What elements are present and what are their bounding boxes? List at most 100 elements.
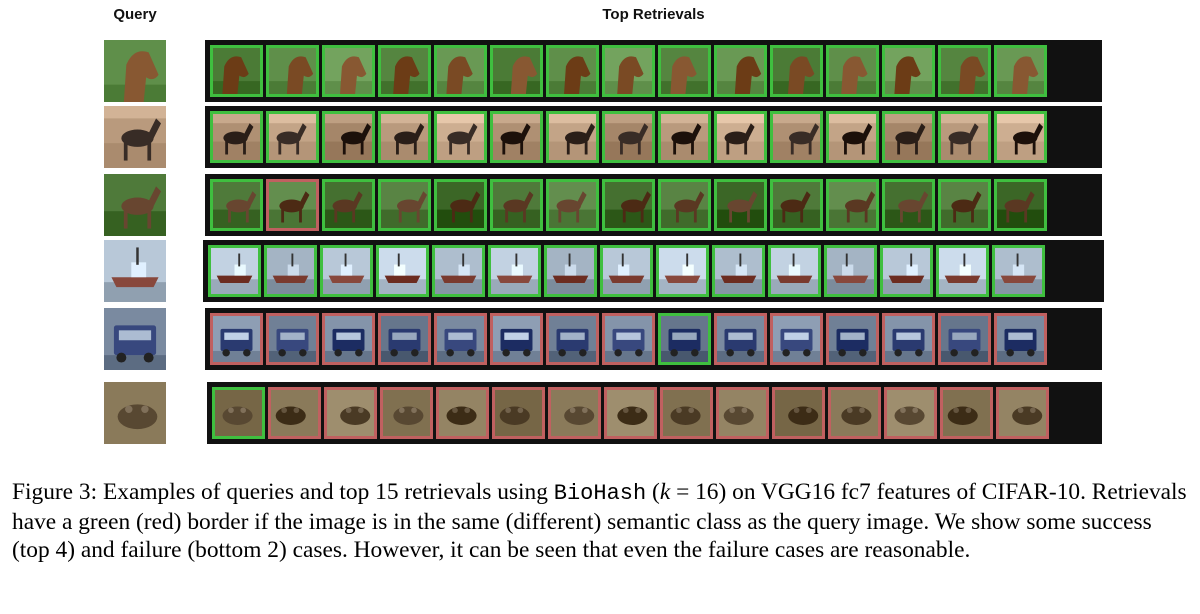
retrieval-mismatch-thumb (210, 313, 263, 365)
retrieval-match-thumb (322, 111, 375, 163)
query-image (104, 106, 166, 168)
query-column-header: Query (113, 6, 157, 23)
retrieval-mismatch-thumb (826, 313, 879, 365)
retrieval-strip (205, 40, 1102, 102)
retrieval-mismatch-thumb (994, 313, 1047, 365)
retrieval-mismatch-thumb (660, 387, 713, 439)
retrieval-match-thumb (658, 313, 711, 365)
retrieval-mismatch-thumb (938, 313, 991, 365)
retrieval-match-thumb (714, 179, 767, 231)
retrieval-match-thumb (322, 179, 375, 231)
retrieval-mismatch-thumb (378, 313, 431, 365)
query-image (104, 40, 166, 102)
retrieval-mismatch-thumb (884, 387, 937, 439)
retrieval-match-thumb (658, 111, 711, 163)
retrieval-match-thumb (992, 245, 1045, 297)
retrieval-match-thumb (434, 111, 487, 163)
retrieval-match-thumb (546, 179, 599, 231)
retrieval-mismatch-thumb (322, 313, 375, 365)
retrieval-mismatch-thumb (266, 313, 319, 365)
retrieval-mismatch-thumb (940, 387, 993, 439)
retrieval-match-thumb (266, 111, 319, 163)
retrieval-mismatch-thumb (716, 387, 769, 439)
retrieval-mismatch-thumb (492, 387, 545, 439)
retrieval-mismatch-thumb (548, 387, 601, 439)
retrieval-mismatch-thumb (546, 313, 599, 365)
retrieval-match-thumb (208, 245, 261, 297)
retrieval-mismatch-thumb (714, 313, 767, 365)
retrieval-match-thumb (770, 179, 823, 231)
retrieval-match-thumb (322, 45, 375, 97)
query-image (104, 308, 166, 370)
retrieval-mismatch-thumb (770, 313, 823, 365)
retrieval-match-thumb (378, 45, 431, 97)
retrieval-mismatch-thumb (324, 387, 377, 439)
retrieval-match-thumb (938, 45, 991, 97)
retrieval-match-thumb (210, 111, 263, 163)
retrieval-mismatch-thumb (882, 313, 935, 365)
retrieval-mismatch-thumb (996, 387, 1049, 439)
caption-part-2: ( (646, 479, 660, 505)
retrieval-mismatch-thumb (828, 387, 881, 439)
retrieval-match-thumb (210, 179, 263, 231)
retrieval-strip (205, 106, 1102, 168)
retrieval-match-thumb (656, 245, 709, 297)
retrieval-match-thumb (714, 45, 767, 97)
retrieval-match-thumb (712, 245, 765, 297)
retrieval-mismatch-thumb (436, 387, 489, 439)
retrieval-match-thumb (210, 45, 263, 97)
retrieval-match-thumb (714, 111, 767, 163)
query-image (104, 382, 166, 444)
retrieval-match-thumb (658, 179, 711, 231)
retrieval-match-thumb (264, 245, 317, 297)
retrieval-match-thumb (266, 45, 319, 97)
figure-caption: Figure 3: Examples of queries and top 15… (12, 478, 1192, 564)
retrieval-match-thumb (488, 245, 541, 297)
retrieval-match-thumb (938, 179, 991, 231)
retrieval-match-thumb (432, 245, 485, 297)
query-image (104, 174, 166, 236)
retrieval-mismatch-thumb (268, 387, 321, 439)
retrieval-match-thumb (212, 387, 265, 439)
retrieval-mismatch-thumb (490, 313, 543, 365)
retrieval-match-thumb (546, 45, 599, 97)
retrieval-match-thumb (544, 245, 597, 297)
retrieval-match-thumb (602, 179, 655, 231)
retrieval-match-thumb (826, 111, 879, 163)
retrieval-match-thumb (600, 245, 653, 297)
retrieval-match-thumb (880, 245, 933, 297)
retrieval-match-thumb (376, 245, 429, 297)
retrieval-strip (207, 382, 1102, 444)
retrieval-match-thumb (490, 111, 543, 163)
retrieval-match-thumb (826, 179, 879, 231)
caption-k: k (659, 479, 671, 505)
retrieval-match-thumb (434, 179, 487, 231)
retrieval-match-thumb (994, 45, 1047, 97)
retrieval-match-thumb (938, 111, 991, 163)
retrieval-mismatch-thumb (602, 313, 655, 365)
retrieval-match-thumb (824, 245, 877, 297)
retrieval-strip (205, 174, 1102, 236)
caption-part-1: Figure 3: Examples of queries and top 15… (12, 479, 554, 505)
retrieval-mismatch-thumb (772, 387, 825, 439)
caption-biohash: BioHash (553, 481, 647, 506)
retrieval-match-thumb (546, 111, 599, 163)
retrievals-column-header: Top Retrievals (602, 6, 705, 23)
retrieval-match-thumb (658, 45, 711, 97)
retrieval-match-thumb (882, 179, 935, 231)
retrieval-match-thumb (490, 179, 543, 231)
retrieval-match-thumb (882, 111, 935, 163)
retrieval-match-thumb (770, 45, 823, 97)
retrieval-match-thumb (602, 111, 655, 163)
retrieval-mismatch-thumb (266, 179, 319, 231)
retrieval-match-thumb (936, 245, 989, 297)
retrieval-mismatch-thumb (604, 387, 657, 439)
retrieval-match-thumb (994, 179, 1047, 231)
retrieval-strip (203, 240, 1104, 302)
retrieval-match-thumb (320, 245, 373, 297)
retrieval-strip (205, 308, 1102, 370)
retrieval-mismatch-thumb (434, 313, 487, 365)
retrieval-match-thumb (434, 45, 487, 97)
retrieval-match-thumb (768, 245, 821, 297)
retrieval-match-thumb (490, 45, 543, 97)
